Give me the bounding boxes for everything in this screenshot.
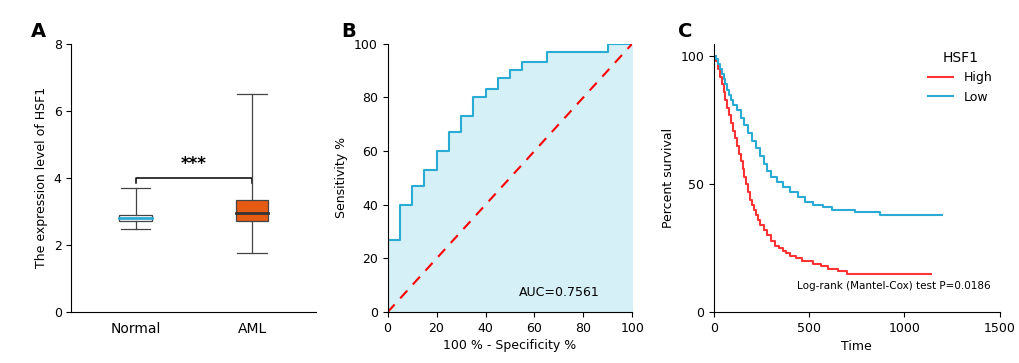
Y-axis label: Percent survival: Percent survival bbox=[661, 128, 675, 228]
X-axis label: 100 % - Specificity %: 100 % - Specificity % bbox=[443, 339, 576, 352]
Y-axis label: Sensitivity %: Sensitivity % bbox=[335, 137, 348, 219]
Y-axis label: The expression level of HSF1: The expression level of HSF1 bbox=[35, 87, 48, 268]
Text: C: C bbox=[678, 22, 692, 41]
Text: ***: *** bbox=[180, 155, 207, 173]
Bar bbox=[235, 200, 268, 221]
Text: A: A bbox=[31, 22, 46, 41]
Text: Log-rank (Mantel-Cox) test P=0.0186: Log-rank (Mantel-Cox) test P=0.0186 bbox=[797, 281, 990, 291]
Legend: High, Low: High, Low bbox=[922, 46, 997, 109]
Bar bbox=[119, 216, 152, 221]
Text: AUC=0.7561: AUC=0.7561 bbox=[518, 286, 599, 299]
X-axis label: Time: Time bbox=[841, 340, 871, 354]
Text: B: B bbox=[341, 22, 356, 41]
